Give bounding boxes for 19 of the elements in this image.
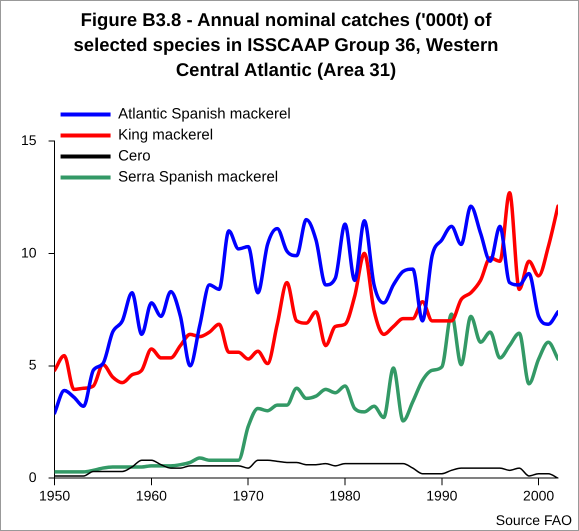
legend-label: Atlantic Spanish mackerel bbox=[118, 106, 291, 123]
x-tick-label: 1970 bbox=[232, 487, 264, 504]
y-tick-label: 5 bbox=[28, 356, 37, 373]
source-note: Source FAO bbox=[496, 512, 572, 528]
legend-label: Serra Spanish mackerel bbox=[118, 168, 278, 186]
y-tick-label: 10 bbox=[20, 244, 37, 260]
y-tick-label: 15 bbox=[20, 132, 37, 148]
line-series bbox=[54, 204, 558, 415]
y-tick-label: 0 bbox=[28, 469, 37, 486]
legend-label: Cero bbox=[118, 148, 151, 165]
x-tick-label: 1950 bbox=[38, 487, 70, 504]
x-tick-label: 1990 bbox=[426, 487, 458, 504]
x-tick-label: 2000 bbox=[523, 487, 554, 504]
line-series bbox=[54, 190, 558, 392]
x-tick-label: 1980 bbox=[329, 487, 361, 504]
chart-title: Figure B3.8 - Annual nominal catches ('000t) of selected species in ISSCAAP Group 36, Western Central Atlantic (Area 31) bbox=[72, 8, 500, 82]
line-series bbox=[54, 312, 558, 474]
x-tick-label: 1960 bbox=[136, 487, 168, 504]
legend-label: King mackerel bbox=[118, 126, 214, 144]
